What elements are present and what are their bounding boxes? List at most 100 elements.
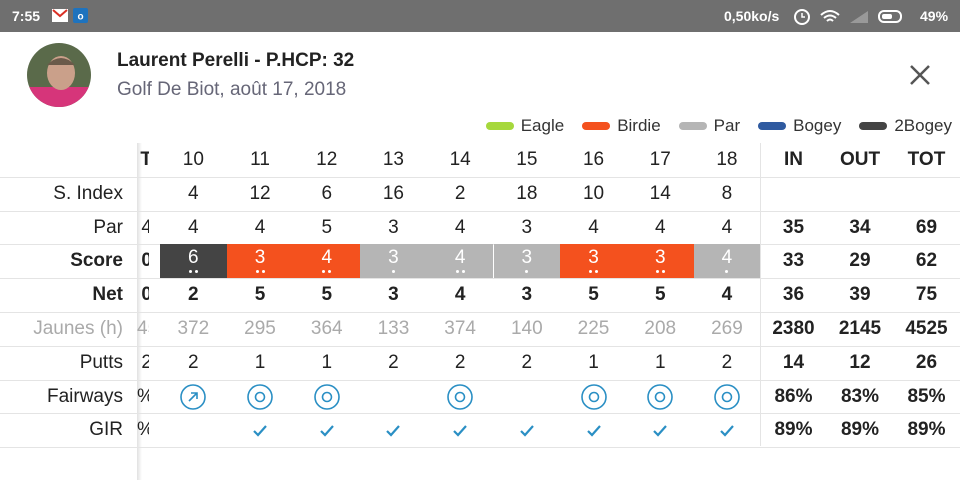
legend-swatch xyxy=(758,122,787,130)
clipped-cell: 0 xyxy=(137,244,149,278)
clipped-text: 4 xyxy=(141,216,149,238)
dot xyxy=(589,270,593,274)
row-divider xyxy=(0,177,960,178)
hole-cell: 295 xyxy=(244,318,276,339)
hole-cell: 6 xyxy=(321,182,333,204)
player-name: Laurent Perelli - P.HCP: 32 xyxy=(117,50,355,71)
dot xyxy=(525,270,529,274)
total-cell: 26 xyxy=(915,351,938,373)
score-cell: 3 xyxy=(226,244,294,279)
dot xyxy=(725,270,729,274)
hole-cell: 4 xyxy=(188,216,199,238)
fairway-icon xyxy=(247,383,273,410)
score-cell: 6 xyxy=(160,244,227,279)
total-cell: 39 xyxy=(849,284,871,306)
network-speed: 0,50ko/s xyxy=(724,8,780,24)
score-value: 3 xyxy=(388,247,399,269)
hole-cell: 5 xyxy=(321,284,333,306)
hole-number: 14 xyxy=(449,149,471,170)
clipped-cell: 4 xyxy=(137,211,149,245)
notification-icons: o xyxy=(52,8,88,23)
gir-check xyxy=(253,425,267,437)
dot xyxy=(595,270,599,274)
status-bar: 7:55 o 0,50ko/s 49% xyxy=(0,0,960,32)
total-cell: 12 xyxy=(849,351,871,373)
total-cell: 75 xyxy=(915,284,938,306)
score-value: 4 xyxy=(454,247,466,269)
fairway-icon xyxy=(180,383,207,410)
total-cell: 85% xyxy=(907,385,946,407)
fairway-icon xyxy=(313,383,340,410)
hole-cell: 5 xyxy=(321,216,333,238)
hole-number: 12 xyxy=(316,149,338,170)
row-label: S. Index xyxy=(53,182,123,204)
hole-number: 15 xyxy=(516,149,538,170)
hole-cell: 1 xyxy=(654,351,666,373)
hole-cell: 14 xyxy=(649,182,671,204)
total-header: TOT xyxy=(907,149,946,170)
legend-item: Bogey xyxy=(758,114,841,138)
handicap-dots xyxy=(427,270,494,274)
hole-cell: 4 xyxy=(721,284,733,306)
total-cell: 86% xyxy=(774,385,813,407)
legend-label: Bogey xyxy=(793,116,842,135)
hole-cell: 4 xyxy=(721,216,733,238)
score-cell: 3 xyxy=(560,244,627,279)
hole-number: 18 xyxy=(716,149,738,170)
dot xyxy=(655,270,659,274)
gir-check xyxy=(520,425,534,437)
score-cell: 4 xyxy=(693,244,761,279)
hole-number: 16 xyxy=(582,149,605,170)
legend-label: 2Bogey xyxy=(894,116,952,135)
row-divider xyxy=(0,413,960,415)
hole-cell: 4 xyxy=(454,216,466,238)
clipped-cell: 0 xyxy=(137,278,149,312)
hole-cell: 18 xyxy=(516,182,538,204)
handicap-dots xyxy=(627,270,694,274)
dot xyxy=(391,270,395,274)
total-cell: 36 xyxy=(782,284,805,306)
hole-cell: 5 xyxy=(654,284,666,306)
hole-cell: 2 xyxy=(454,182,466,204)
hole-cell: 3 xyxy=(388,284,399,306)
total-cell: 2145 xyxy=(838,318,882,339)
clipped-text: % xyxy=(137,419,149,440)
dot xyxy=(661,270,665,274)
hole-cell: 4 xyxy=(654,216,666,238)
hole-number: 13 xyxy=(382,149,404,170)
clipped-text: 2 xyxy=(141,351,149,373)
gir-check xyxy=(386,425,401,437)
hole-cell: 5 xyxy=(588,284,599,306)
row-divider xyxy=(0,210,960,212)
close-button[interactable] xyxy=(909,64,931,86)
row-label: Score xyxy=(70,250,123,272)
hole-cell: 3 xyxy=(388,216,399,238)
label-shadow xyxy=(137,143,142,480)
total-cell: 35 xyxy=(782,216,805,238)
hole-cell: 2 xyxy=(521,351,533,373)
hole-cell: 10 xyxy=(582,182,605,204)
gir-check xyxy=(586,425,601,437)
hole-cell: 16 xyxy=(382,182,404,204)
hole-cell: 4 xyxy=(588,216,599,238)
score-value: 3 xyxy=(588,247,599,269)
row-divider xyxy=(0,379,960,381)
score-value: 6 xyxy=(188,247,199,269)
hole-cell: 2 xyxy=(721,351,733,373)
total-cell: 34 xyxy=(849,216,871,238)
legend-label: Par xyxy=(713,116,741,135)
gir-check xyxy=(453,425,467,437)
hole-cell: 4 xyxy=(454,284,466,306)
total-cell: 89% xyxy=(774,419,813,441)
hole-cell: 374 xyxy=(444,318,476,339)
legend-item: Par xyxy=(678,114,741,138)
legend-swatch xyxy=(859,122,888,130)
row-label: GIR xyxy=(89,419,123,441)
row-divider xyxy=(0,345,960,347)
hole-cell: 5 xyxy=(254,284,266,306)
hole-cell: 12 xyxy=(249,182,271,204)
gir-check xyxy=(720,425,734,437)
total-cell: 29 xyxy=(849,250,871,272)
scorecard-table: T 10 11 12 13 14 15 16 17 18 IN OUT TOT S. Index 4 12 6 1… xyxy=(0,143,960,480)
legend-swatch xyxy=(582,122,611,130)
